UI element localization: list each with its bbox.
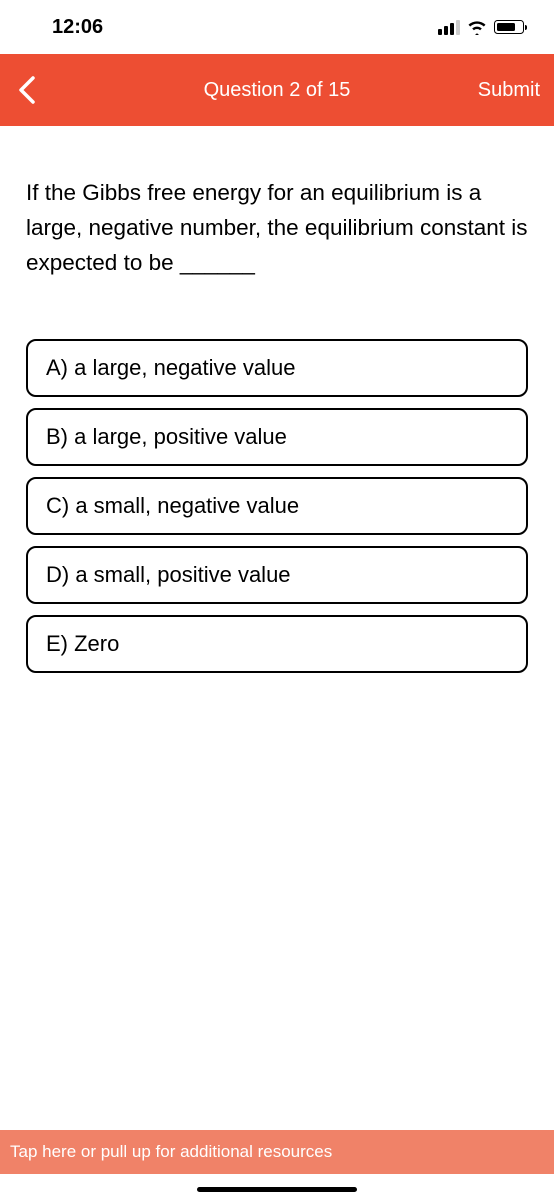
home-indicator[interactable] xyxy=(197,1187,357,1192)
question-counter: Question 2 of 15 xyxy=(204,79,351,102)
option-d[interactable]: D) a small, positive value xyxy=(26,546,528,604)
options-list: A) a large, negative value B) a large, p… xyxy=(26,339,528,673)
option-a[interactable]: A) a large, negative value xyxy=(26,339,528,397)
question-text: If the Gibbs free energy for an equilibr… xyxy=(26,176,528,281)
content-area: If the Gibbs free energy for an equilibr… xyxy=(0,126,554,673)
back-icon[interactable] xyxy=(18,75,36,105)
option-e[interactable]: E) Zero xyxy=(26,615,528,673)
status-bar: 12:06 xyxy=(0,0,554,54)
cellular-signal-icon xyxy=(438,20,460,35)
option-c[interactable]: C) a small, negative value xyxy=(26,477,528,535)
battery-icon xyxy=(494,20,524,34)
option-b[interactable]: B) a large, positive value xyxy=(26,408,528,466)
status-time: 12:06 xyxy=(52,16,103,39)
wifi-icon xyxy=(467,20,487,35)
submit-button[interactable]: Submit xyxy=(478,79,540,102)
resources-bar[interactable]: Tap here or pull up for additional resou… xyxy=(0,1130,554,1174)
navigation-bar: Question 2 of 15 Submit xyxy=(0,54,554,126)
status-icons xyxy=(438,20,524,35)
